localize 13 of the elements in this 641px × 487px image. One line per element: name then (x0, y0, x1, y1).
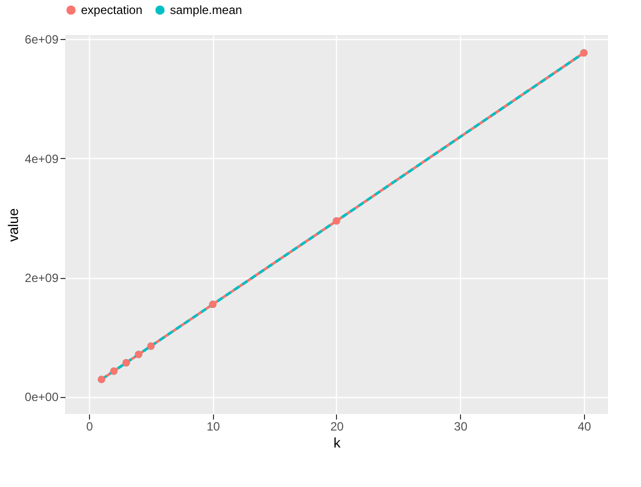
x-tick-label: 20 (330, 420, 344, 434)
legend-label: expectation (81, 3, 142, 18)
x-tick-label: 10 (206, 420, 220, 434)
y-axis-title: value (4, 208, 21, 242)
x-tick-label: 40 (578, 420, 592, 434)
y-tick-label: 4e+09 (24, 152, 59, 166)
y-tick-label: 6e+09 (24, 32, 59, 47)
x-axis-title: k (334, 434, 342, 450)
legend-label: sample.mean (170, 3, 242, 18)
y-tick-label: 2e+09 (24, 271, 59, 286)
y-tick-label: 0e+00 (24, 390, 59, 404)
x-tick-label: 30 (454, 420, 468, 434)
x-tick-label: 0 (86, 420, 94, 434)
